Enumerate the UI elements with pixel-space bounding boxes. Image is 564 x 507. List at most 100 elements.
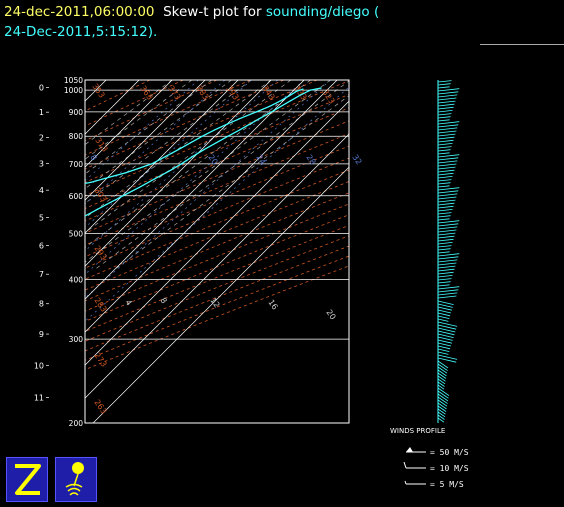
wind-barb: [437, 256, 459, 260]
data-point-temperature: [280, 105, 282, 107]
wind-barb: [437, 209, 453, 212]
isotherm: [85, 80, 338, 333]
data-point-temperature: [180, 163, 182, 165]
series-dewpoint: [85, 88, 304, 185]
wind-barb: [437, 193, 458, 197]
title-source: sounding/diego: [265, 4, 370, 20]
moist-adiabat: [94, 80, 349, 270]
wind-barb: [437, 83, 451, 86]
wind-profile-label: WINDS PROFILE: [390, 427, 445, 435]
isotherm: [85, 133, 349, 399]
data-point-dewpoint: [90, 181, 92, 183]
moist-label: 16: [266, 298, 279, 312]
data-point-dewpoint: [50, 192, 51, 193]
wind-legend-flag: [406, 447, 413, 452]
dry-adiabat: [85, 80, 217, 142]
wind-barb: [437, 303, 453, 308]
pressure-tick-label: 200: [69, 419, 84, 428]
wind-barb: [437, 100, 456, 104]
dry-adiabat: [85, 107, 349, 222]
wind-barb: [437, 411, 446, 418]
data-point-temperature: [299, 94, 301, 96]
moist-adiabat: [85, 80, 252, 204]
height-tick-label: 9: [39, 330, 44, 339]
wind-barb: [437, 399, 448, 407]
pressure-tick-label: 1050: [64, 76, 83, 85]
wind-barb: [437, 271, 454, 275]
dry-adiabat-label: 313: [93, 136, 109, 154]
dry-adiabat-label: 353: [90, 82, 106, 100]
wind-barb: [437, 354, 458, 360]
data-point-dewpoint: [47, 188, 48, 189]
mixing-ratio-label: 32: [350, 153, 363, 167]
wind-barb: [437, 157, 459, 161]
wind-barb: [437, 121, 460, 125]
plot-title: 24-dec-2011,06:00:00 Skew-t plot for sou…: [4, 2, 474, 42]
data-point-dewpoint: [241, 117, 243, 119]
plot-frame: [84, 79, 350, 424]
wind-barb: [437, 187, 460, 191]
dry-adiabat-label: 383: [194, 84, 210, 102]
wind-barb: [437, 169, 455, 173]
wind-barb: [437, 146, 452, 149]
wind-barb: [437, 166, 456, 170]
isotherm: [0, 80, 40, 423]
wind-barb: [437, 124, 459, 128]
wind-barb: [437, 315, 450, 319]
moist-label: 12: [208, 296, 221, 310]
moist-label: 4: [123, 298, 133, 307]
isotherm: [85, 80, 305, 300]
height-tick-label: 8: [39, 300, 44, 309]
wind-barb: [437, 265, 456, 269]
series-temperature: [85, 87, 322, 217]
isotherm: [85, 80, 272, 267]
data-point-temperature: [320, 87, 322, 89]
data-point-dewpoint: [302, 88, 304, 90]
data-point-dewpoint: [30, 199, 31, 200]
data-point-dewpoint: [151, 163, 153, 165]
data-point-dewpoint: [133, 169, 135, 171]
z-logo-button[interactable]: [6, 457, 48, 502]
dry-adiabat: [85, 145, 349, 258]
wind-barb: [437, 309, 452, 314]
height-tick-label: 2: [39, 134, 44, 143]
wind-barb: [437, 333, 454, 338]
wind-barb: [437, 417, 445, 423]
height-tick-label: 4: [39, 186, 44, 195]
wind-barb: [437, 366, 448, 374]
wind-barb: [437, 259, 458, 263]
dry-adiabat-label: 393: [224, 84, 240, 102]
wind-barb: [437, 292, 458, 296]
wind-barb: [437, 336, 453, 341]
dry-adiabat: [85, 80, 318, 183]
wind-barb: [437, 327, 456, 333]
data-point-temperature: [70, 223, 71, 224]
radar-balloon-button[interactable]: [55, 457, 97, 502]
pressure-tick-label: 800: [69, 132, 84, 141]
wind-barb: [437, 215, 451, 218]
dry-adiabat: [85, 80, 251, 156]
data-point-dewpoint: [65, 195, 66, 196]
wind-barb: [437, 190, 459, 194]
wind-barb: [437, 226, 458, 230]
wind-barb: [437, 384, 445, 390]
wind-barb: [437, 163, 457, 167]
pressure-tick-label: 400: [69, 276, 84, 285]
moist-adiabat: [85, 80, 173, 146]
wind-barb: [437, 289, 459, 293]
wind-legend-label: = 5 M/S: [430, 480, 464, 489]
wind-barb: [437, 154, 460, 158]
wind-barb: [437, 414, 445, 420]
wind-barb: [437, 248, 451, 251]
wind-barb: [437, 91, 459, 95]
wind-barb: [437, 176, 453, 179]
moist-adiabat: [85, 80, 331, 263]
isotherm: [85, 100, 349, 366]
wind-barb: [437, 286, 460, 290]
data-point-temperature: [122, 195, 124, 197]
wind-legend-label: = 50 M/S: [430, 448, 469, 457]
height-tick-label: 5: [39, 213, 44, 222]
data-point-dewpoint: [201, 135, 203, 137]
moist-adiabat: [85, 80, 212, 175]
wind-barb: [437, 357, 457, 363]
